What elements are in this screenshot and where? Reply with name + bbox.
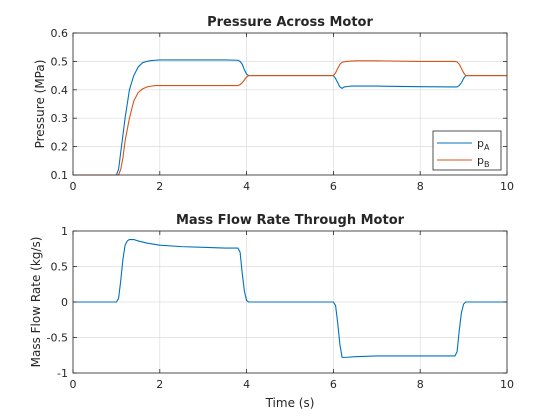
legend-box [432,130,502,171]
legend-label-pb: pB [477,154,489,169]
x-tick-label: 2 [156,180,163,193]
series-line-1 [73,60,507,176]
y-tick-label: 0.6 [51,27,69,40]
x-tick-label: 4 [243,378,250,391]
mass-flow-axes: Mass Flow Rate Through Motor Mass Flow R… [29,213,514,410]
x-tick-label: 6 [330,180,337,193]
pressure-axes-frame [72,32,508,176]
y-tick-label: 0 [61,296,68,309]
mass-flow-series-lines [73,238,507,358]
x-tick-label: 2 [156,378,163,391]
axes-box [72,230,508,374]
x-tick-label: 0 [70,378,77,391]
x-tick-label: 8 [417,180,424,193]
time-x-axis-label: Time (s) [265,396,315,410]
x-tick-label: 10 [500,378,514,391]
legend-label-pa: pA [477,137,490,152]
series-line-0 [73,238,507,358]
x-tick-label: 10 [500,180,514,193]
y-tick-label: 1 [61,225,68,238]
mass-flow-chart-title: Mass Flow Rate Through Motor [176,213,405,228]
x-tick-label: 4 [243,180,250,193]
pressure-legend[interactable]: pA pB [432,130,502,171]
mass-flow-ticks: 0 2 4 6 8 10 -1 -0.5 0 0.5 1 [47,225,514,391]
y-tick-label: -1 [57,367,68,380]
y-tick-label: 0.3 [51,112,69,125]
y-tick-label: 0.5 [51,55,69,68]
pressure-y-axis-label: Pressure (MPa) [33,60,47,149]
y-tick-label: 0.2 [51,141,69,154]
y-tick-label: 0.1 [51,169,69,182]
x-tick-label: 0 [70,180,77,193]
x-tick-label: 8 [417,378,424,391]
mass-flow-y-axis-label: Mass Flow Rate (kg/s) [29,237,43,368]
mass-flow-axes-frame [72,230,508,374]
y-tick-label: 0.5 [51,261,69,274]
y-tick-label: -0.5 [47,332,68,345]
pressure-series-lines [73,59,507,176]
legend-label-pa-name: p [477,137,484,150]
legend-label-pa-subscript: A [484,143,490,152]
legend-label-pb-subscript: B [484,160,490,169]
y-tick-label: 0.4 [51,84,69,97]
pressure-chart-title: Pressure Across Motor [207,15,373,30]
pressure-ticks: 0 2 4 6 8 10 0.1 0.2 0.3 0.4 0.5 0.6 [51,27,515,193]
legend-label-pb-name: p [477,154,484,167]
axes-box [72,32,508,176]
x-tick-label: 6 [330,378,337,391]
pressure-axes: Pressure Across Motor Pressure (MPa) 0 2 4… [33,15,514,193]
